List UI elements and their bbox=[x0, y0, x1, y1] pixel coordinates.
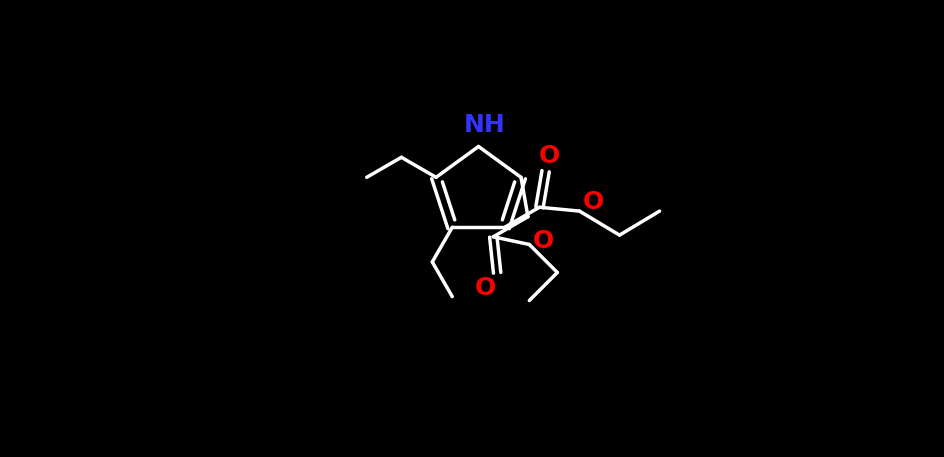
Text: NH: NH bbox=[464, 113, 505, 137]
Text: O: O bbox=[582, 190, 603, 214]
Text: O: O bbox=[532, 228, 553, 253]
Text: O: O bbox=[538, 144, 560, 168]
Text: O: O bbox=[475, 276, 496, 300]
